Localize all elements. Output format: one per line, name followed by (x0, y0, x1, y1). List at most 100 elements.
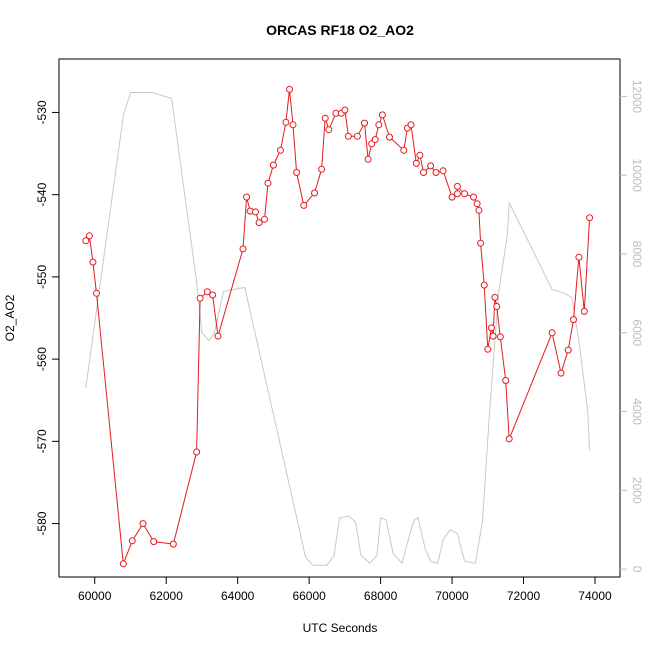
data-point-54 (453, 190, 461, 198)
data-point-43 (386, 133, 393, 141)
data-point-40 (371, 136, 379, 144)
x-tick-label-0: 60000 (78, 589, 112, 603)
y2-tick-label-3: 6000 (630, 319, 644, 346)
data-point-38 (364, 155, 372, 163)
data-point-27 (300, 201, 308, 209)
data-point-36 (353, 132, 361, 140)
data-point-65 (491, 293, 499, 301)
y-tick-label-5: -530 (35, 100, 49, 124)
data-point-41 (375, 121, 383, 129)
data-point-9 (193, 448, 201, 456)
y2-tick-label-2: 4000 (630, 398, 644, 425)
data-point-50 (427, 162, 435, 170)
data-point-24 (286, 85, 293, 93)
data-point-1 (85, 232, 93, 240)
data-point-42 (378, 111, 386, 119)
data-point-37 (361, 119, 368, 127)
data-point-28 (311, 189, 318, 197)
data-point-74 (575, 253, 583, 261)
data-point-17 (252, 208, 259, 216)
data-point-26 (293, 169, 301, 176)
data-point-2 (89, 258, 97, 266)
x-axis-label: UTC Seconds (303, 621, 378, 635)
data-point-8 (169, 540, 177, 548)
data-point-30 (321, 114, 329, 122)
data-point-5 (128, 537, 136, 545)
data-point-59 (475, 206, 483, 214)
y-tick-label-2: -560 (35, 347, 49, 371)
data-point-64 (489, 332, 497, 340)
y-axis-label: O2_AO2 (3, 294, 17, 341)
data-point-52 (439, 167, 447, 175)
data-point-60 (477, 239, 485, 247)
data-point-34 (341, 106, 349, 114)
data-point-13 (214, 332, 222, 340)
data-point-4 (119, 560, 127, 568)
data-point-35 (344, 132, 352, 140)
data-point-66 (493, 303, 501, 310)
right-axis: 0 2000 4000 6000 8000 10000 12000 (620, 80, 644, 573)
data-point-0 (82, 237, 90, 245)
data-point-51 (432, 169, 440, 176)
data-point-48 (416, 151, 424, 159)
series-secondary-line (85, 92, 591, 566)
data-point-69 (505, 435, 513, 443)
data-point-75 (580, 307, 588, 315)
series-layer (82, 85, 594, 568)
data-point-19 (261, 215, 268, 223)
data-point-3 (93, 289, 100, 297)
data-point-31 (325, 126, 333, 134)
data-point-6 (139, 520, 147, 528)
x-tick-label-4: 68000 (364, 589, 398, 603)
x-tick-label-5: 70000 (435, 589, 469, 603)
data-point-21 (269, 161, 277, 169)
data-point-22 (277, 146, 284, 154)
x-tick-label-7: 74000 (578, 589, 612, 603)
y2-tick-label-4: 8000 (630, 241, 644, 268)
data-point-18 (255, 219, 263, 227)
data-point-11 (203, 288, 211, 296)
data-point-46 (407, 121, 415, 129)
data-point-44 (400, 146, 408, 154)
y-tick-label-4: -540 (35, 182, 49, 206)
y2-tick-label-0: 0 (630, 566, 644, 573)
y-tick-label-1: -570 (35, 429, 49, 453)
x-tick-label-2: 64000 (221, 589, 255, 603)
data-point-67 (496, 333, 504, 341)
x-tick-label-6: 72000 (507, 589, 541, 603)
data-point-7 (150, 538, 158, 546)
left-axis: -580 -570 -560 -550 -540 -530 (35, 100, 59, 536)
data-point-56 (461, 190, 469, 198)
data-point-72 (564, 346, 572, 354)
data-point-15 (243, 193, 251, 201)
x-tick-label-3: 66000 (292, 589, 326, 603)
series-primary-line (85, 89, 591, 564)
data-point-49 (420, 169, 427, 176)
data-point-47 (412, 159, 420, 167)
data-point-58 (473, 200, 481, 208)
data-point-57 (470, 193, 477, 201)
data-point-23 (282, 118, 290, 126)
data-point-76 (586, 214, 594, 222)
data-point-70 (548, 329, 556, 337)
data-point-10 (196, 294, 204, 302)
chart-title: ORCAS RF18 O2_AO2 (266, 22, 414, 38)
data-point-14 (239, 245, 247, 253)
y-tick-label-0: -580 (35, 511, 49, 535)
data-point-20 (264, 179, 272, 187)
x-tick-label-1: 62000 (150, 589, 184, 603)
data-point-12 (209, 291, 217, 299)
data-point-63 (487, 324, 495, 332)
data-point-25 (289, 121, 297, 129)
y2-tick-label-1: 2000 (630, 477, 644, 504)
x-axis: 60000 62000 64000 66000 68000 70000 72000 74000 (78, 577, 612, 603)
data-point-62 (484, 345, 492, 353)
data-point-61 (480, 281, 488, 289)
plot-frame (58, 58, 621, 578)
data-point-68 (502, 377, 510, 384)
data-point-53 (448, 193, 456, 201)
data-point-55 (453, 182, 461, 190)
y-tick-label-3: -550 (35, 265, 49, 289)
y2-tick-label-5: 10000 (630, 159, 644, 193)
